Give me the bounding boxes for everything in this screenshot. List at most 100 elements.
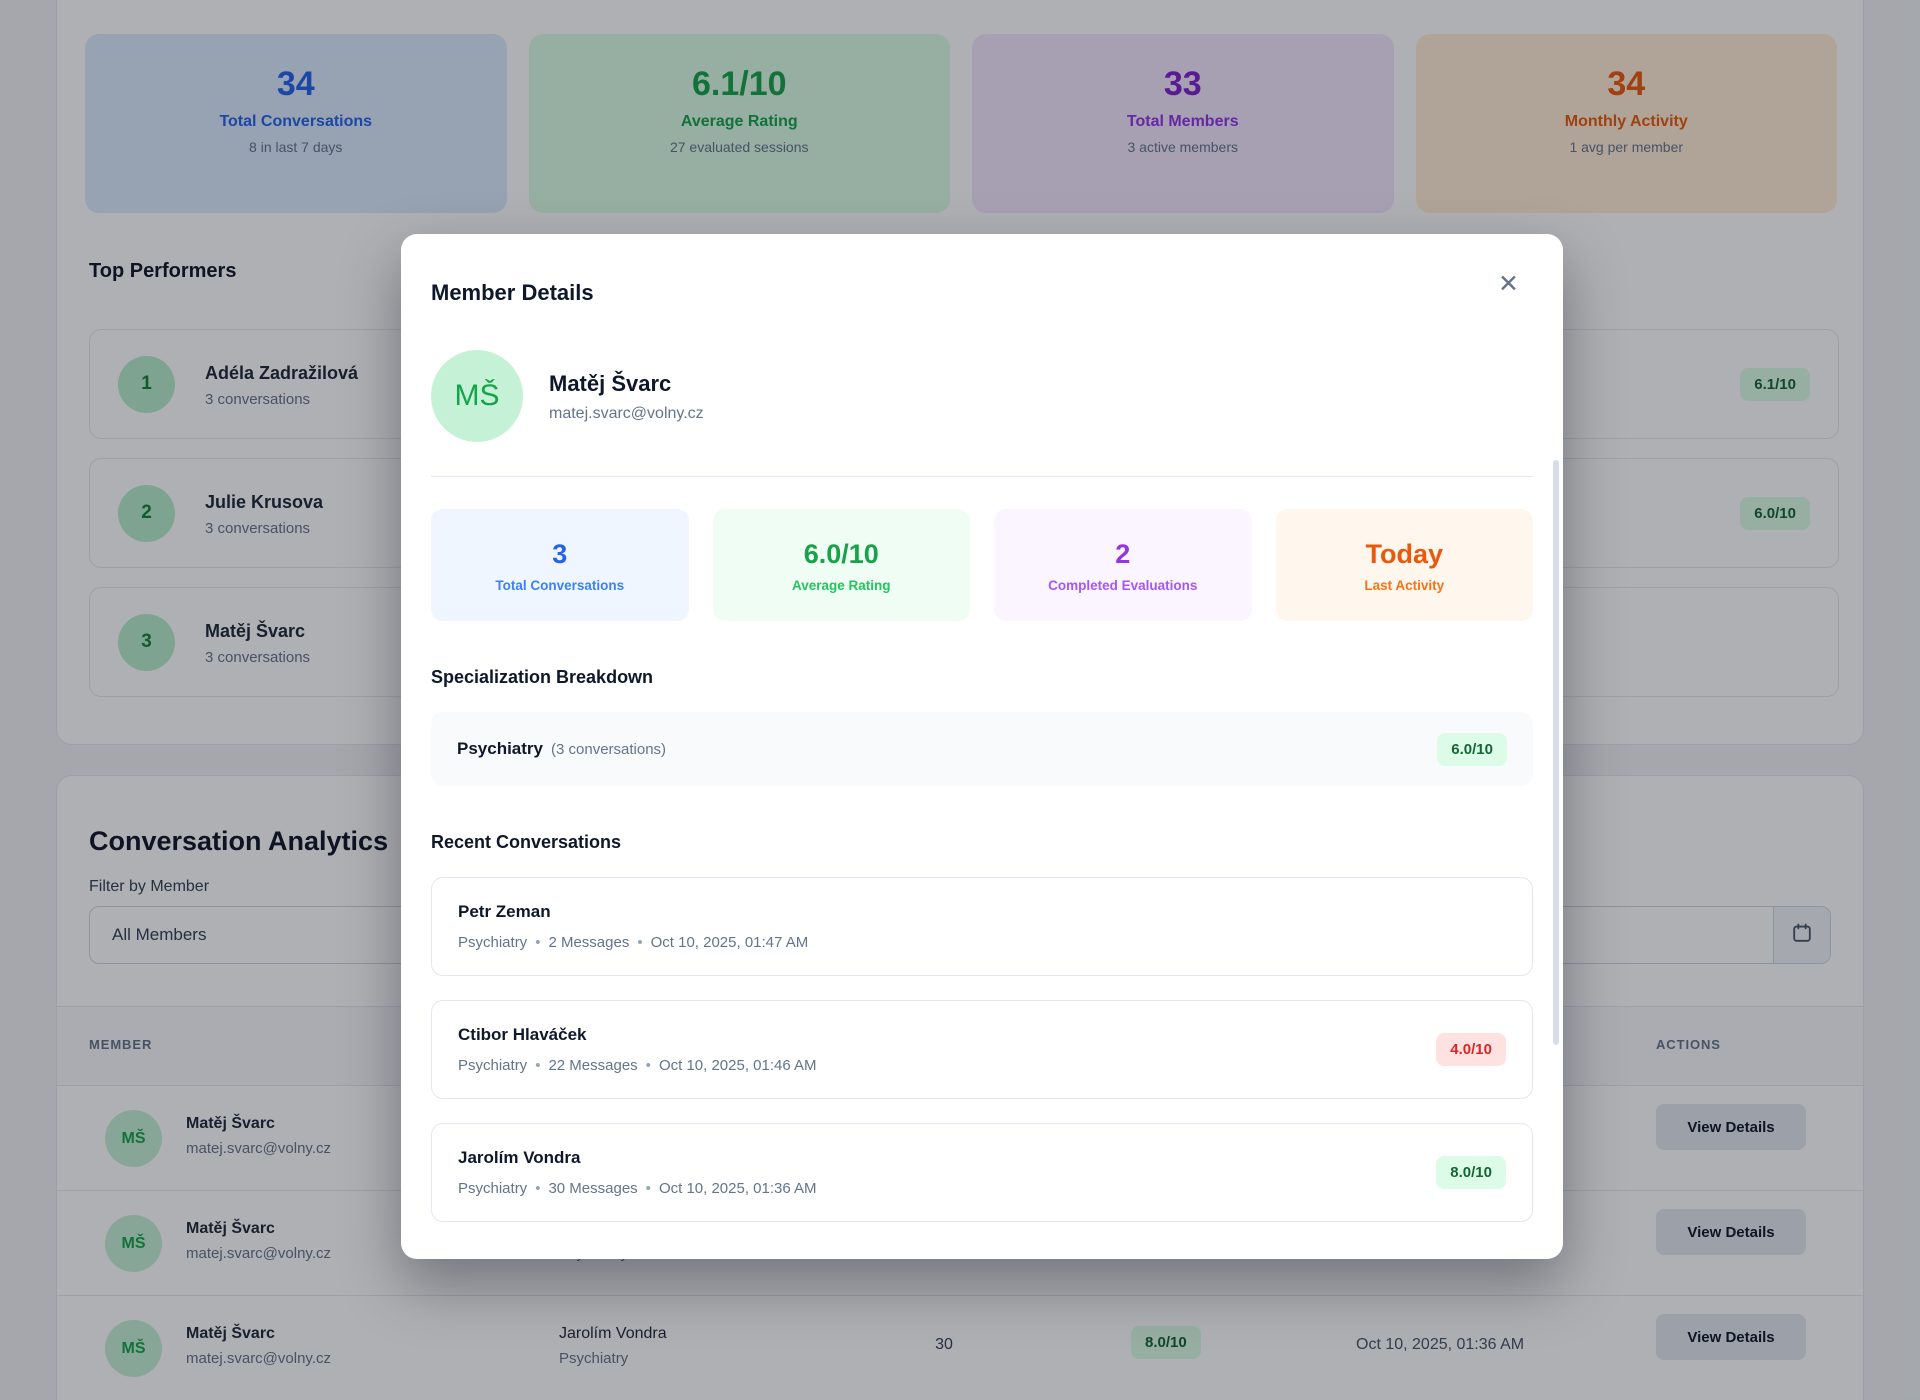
table-row: MŠ Matěj Švarc matej.svarc@volny.cz Jaro… bbox=[57, 1296, 1863, 1400]
performer-info: Adéla Zadražilová 3 conversations bbox=[205, 361, 1740, 408]
rating-badge: 8.0/10 bbox=[1436, 1156, 1506, 1189]
stat-label: Average Rating bbox=[680, 113, 798, 130]
conversation-meta: Psychiatry22 MessagesOct 10, 2025, 01:46… bbox=[458, 1055, 817, 1076]
stat-subtext: 8 in last 7 days bbox=[249, 139, 343, 155]
modal-scrollbar[interactable] bbox=[1553, 460, 1559, 1045]
member-cell: Matěj Švarc matej.svarc@volny.cz bbox=[186, 1112, 331, 1160]
date-cell: Oct 10, 2025, 01:36 AM bbox=[1356, 1336, 1525, 1353]
calendar-button[interactable] bbox=[1773, 907, 1830, 963]
performer-info: Matěj Švarc 3 conversations bbox=[205, 619, 1838, 666]
member-cell: Matěj Švarc matej.svarc@volny.cz bbox=[186, 1322, 331, 1370]
stats-grid: 34 Total Conversations 8 in last 7 days … bbox=[85, 34, 1837, 213]
member-identity: Matěj Švarc matej.svarc@volny.cz bbox=[549, 369, 704, 423]
view-details-button[interactable]: View Details bbox=[1656, 1104, 1806, 1150]
performer-name: Adéla Zadražilová bbox=[205, 362, 359, 383]
conversation-cell: Jarolím Vondra Psychiatry bbox=[559, 1322, 667, 1370]
view-details-button[interactable]: View Details bbox=[1656, 1314, 1806, 1360]
stat-card-average-rating: 6.1/10 Average Rating 27 evaluated sessi… bbox=[528, 34, 950, 213]
conversation-specialization: Psychiatry bbox=[458, 1180, 528, 1197]
specialization-row: Psychiatry (3 conversations) 6.0/10 bbox=[431, 712, 1533, 786]
stat-card-last-activity: Today Last Activity bbox=[1275, 509, 1533, 621]
filter-by-member-label: Filter by Member bbox=[89, 878, 210, 895]
conversation-messages: 2 Messages bbox=[527, 934, 629, 951]
analytics-title: Conversation Analytics bbox=[89, 826, 389, 856]
modal-title: Member Details bbox=[431, 280, 594, 305]
member-stats-grid: 3 Total Conversations 6.0/10 Average Rat… bbox=[431, 509, 1533, 621]
conversation-meta: Psychiatry2 MessagesOct 10, 2025, 01:47 … bbox=[458, 932, 808, 953]
member-avatar: MŠ bbox=[105, 1320, 162, 1377]
stat-value: 34 bbox=[1607, 65, 1646, 103]
rating-badge: 4.0/10 bbox=[1436, 1033, 1506, 1066]
stat-subtext: 3 active members bbox=[1127, 139, 1238, 155]
member-avatar: MŠ bbox=[105, 1215, 162, 1272]
stat-subtext: 27 evaluated sessions bbox=[669, 139, 809, 155]
stat-card-total-conversations: 34 Total Conversations 8 in last 7 days bbox=[85, 34, 507, 213]
stat-value: Today bbox=[1365, 539, 1443, 569]
member-filter-value: All Members bbox=[112, 925, 207, 944]
stat-label: Last Activity bbox=[1364, 578, 1445, 593]
member-details-modal: ✕ Member Details MŠ Matěj Švarc matej.sv… bbox=[401, 234, 1563, 1259]
rating-badge: 6.0/10 bbox=[1740, 496, 1810, 530]
rank-badge: 1 bbox=[118, 355, 175, 413]
specialization-count: (3 conversations) bbox=[551, 741, 667, 758]
stat-label: Completed Evaluations bbox=[1048, 578, 1198, 593]
stat-value: 2 bbox=[1115, 539, 1131, 569]
stat-value: 6.1/10 bbox=[691, 65, 787, 103]
conversation-info: Petr Zeman Psychiatry2 MessagesOct 10, 2… bbox=[458, 900, 808, 953]
member-email: matej.svarc@volny.cz bbox=[186, 1245, 331, 1262]
stat-card-monthly-activity: 34 Monthly Activity 1 avg per member bbox=[1415, 34, 1837, 213]
conversation-card[interactable]: Petr Zeman Psychiatry2 MessagesOct 10, 2… bbox=[431, 877, 1533, 976]
messages-cell: 30 bbox=[935, 1336, 953, 1353]
rating-badge: 6.0/10 bbox=[1437, 732, 1507, 766]
member-avatar: MŠ bbox=[431, 350, 523, 442]
conversation-name: Jarolím Vondra bbox=[458, 1148, 581, 1167]
conversation-specialization: Psychiatry bbox=[458, 934, 528, 951]
member-header: MŠ Matěj Švarc matej.svarc@volny.cz bbox=[431, 350, 1533, 477]
member-email: matej.svarc@volny.cz bbox=[549, 405, 704, 422]
stat-value: 6.0/10 bbox=[803, 539, 879, 569]
rank-badge: 2 bbox=[118, 484, 175, 542]
conversation-datetime: Oct 10, 2025, 01:36 AM bbox=[638, 1180, 817, 1197]
stat-card-total-conversations: 3 Total Conversations bbox=[431, 509, 689, 621]
performer-conversations: 3 conversations bbox=[205, 519, 311, 537]
rank-badge: 3 bbox=[118, 613, 175, 671]
performer-conversations: 3 conversations bbox=[205, 648, 311, 666]
stat-card-average-rating: 6.0/10 Average Rating bbox=[712, 509, 970, 621]
conversation-datetime: Oct 10, 2025, 01:47 AM bbox=[629, 934, 808, 951]
conversation-messages: 30 Messages bbox=[527, 1180, 637, 1197]
member-name: Matěj Švarc bbox=[549, 371, 672, 396]
stat-card-completed-evaluations: 2 Completed Evaluations bbox=[994, 509, 1252, 621]
conversation-name: Ctibor Hlaváček bbox=[458, 1025, 587, 1044]
conversation-card[interactable]: Ctibor Hlaváček Psychiatry22 MessagesOct… bbox=[431, 1000, 1533, 1099]
view-details-button[interactable]: View Details bbox=[1656, 1209, 1806, 1255]
stat-label: Total Conversations bbox=[219, 113, 373, 130]
specialization-name: Psychiatry bbox=[457, 739, 543, 758]
member-email: matej.svarc@volny.cz bbox=[186, 1140, 331, 1157]
stat-label: Total Members bbox=[1126, 113, 1239, 130]
stat-card-total-members: 33 Total Members 3 active members bbox=[972, 34, 1394, 213]
close-icon[interactable]: ✕ bbox=[1498, 270, 1519, 298]
stat-label: Average Rating bbox=[791, 578, 891, 593]
stat-value: 3 bbox=[552, 539, 568, 569]
column-header-member: MEMBER bbox=[89, 1037, 153, 1052]
rating-badge: 6.1/10 bbox=[1740, 367, 1810, 401]
member-name: Matěj Švarc bbox=[186, 1220, 275, 1237]
conversation-datetime: Oct 10, 2025, 01:46 AM bbox=[638, 1057, 817, 1074]
member-email: matej.svarc@volny.cz bbox=[186, 1350, 331, 1367]
conversation-name: Petr Zeman bbox=[458, 902, 551, 921]
stat-value: 34 bbox=[276, 65, 315, 103]
stat-label: Monthly Activity bbox=[1564, 113, 1688, 130]
stat-subtext: 1 avg per member bbox=[1569, 139, 1684, 155]
rating-badge: 8.0/10 bbox=[1131, 1326, 1201, 1359]
calendar-icon bbox=[1791, 922, 1813, 949]
member-avatar: MŠ bbox=[105, 1110, 162, 1167]
column-header-actions: ACTIONS bbox=[1656, 1037, 1721, 1052]
top-performers-title: Top Performers bbox=[89, 260, 237, 282]
member-name: Matěj Švarc bbox=[186, 1325, 275, 1342]
performer-conversations: 3 conversations bbox=[205, 390, 311, 408]
specialization-breakdown-title: Specialization Breakdown bbox=[431, 667, 654, 687]
